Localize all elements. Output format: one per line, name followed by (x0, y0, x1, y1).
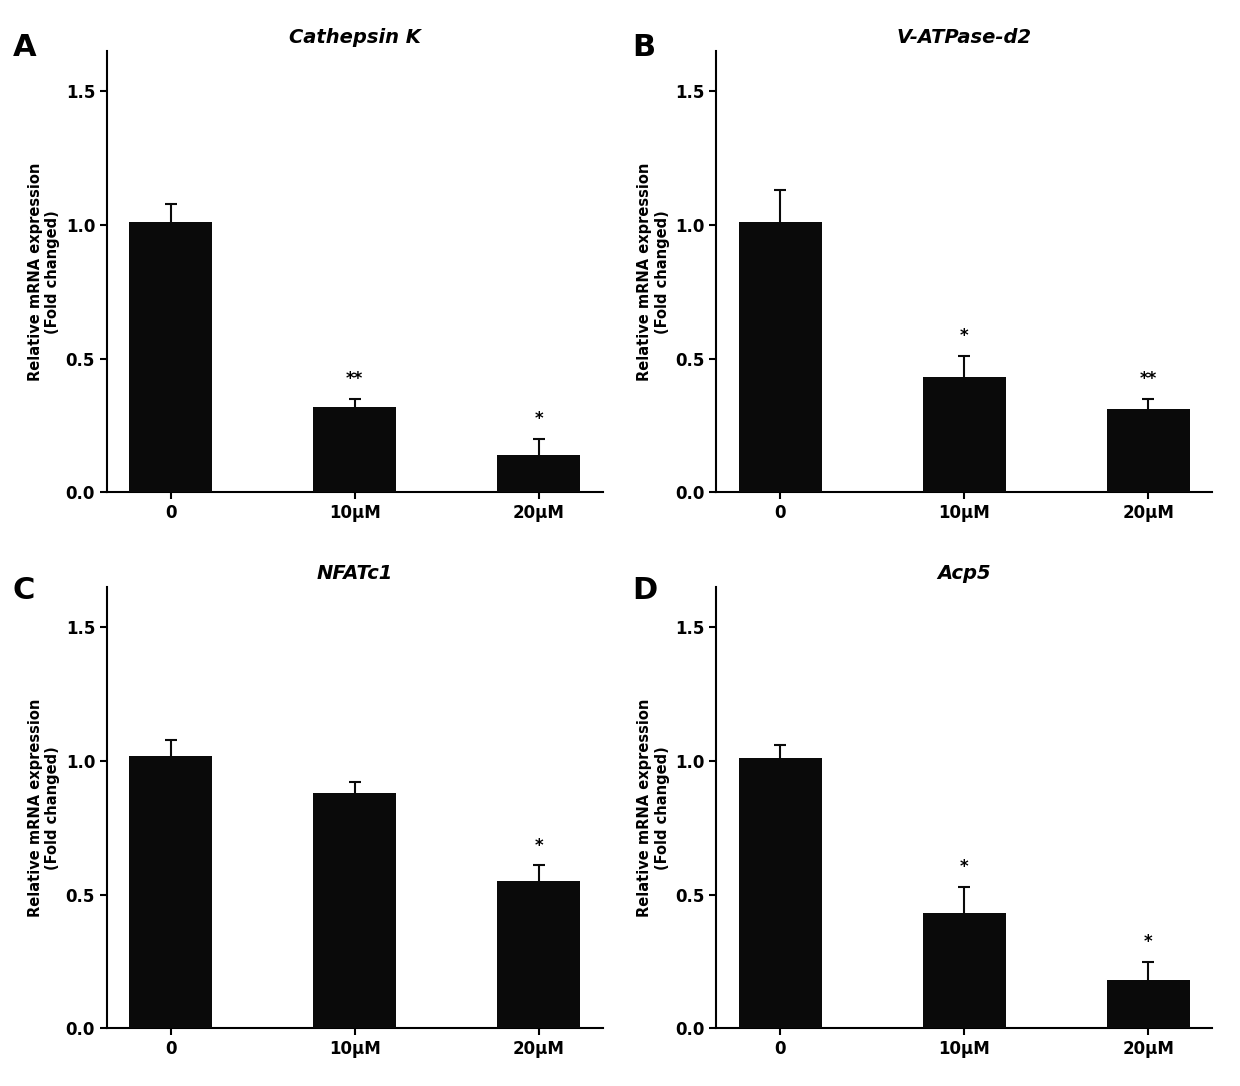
Text: C: C (12, 576, 35, 605)
Title: Acp5: Acp5 (937, 564, 991, 583)
Bar (739, 223, 822, 492)
Text: D: D (632, 576, 657, 605)
Bar (923, 377, 1006, 492)
Bar (739, 758, 822, 1028)
Bar (314, 407, 396, 492)
Bar (1107, 981, 1189, 1028)
Title: NFATc1: NFATc1 (316, 564, 393, 583)
Bar (129, 756, 212, 1028)
Title: V-ATPase-d2: V-ATPase-d2 (897, 28, 1032, 47)
Y-axis label: Relative mRNA expression
(Fold changed): Relative mRNA expression (Fold changed) (27, 698, 61, 917)
Bar (497, 455, 580, 492)
Y-axis label: Relative mRNA expression
(Fold changed): Relative mRNA expression (Fold changed) (637, 698, 670, 917)
Title: Cathepsin K: Cathepsin K (289, 28, 420, 47)
Bar (497, 882, 580, 1028)
Text: B: B (632, 33, 656, 62)
Text: *: * (960, 327, 968, 345)
Text: A: A (12, 33, 36, 62)
Y-axis label: Relative mRNA expression
(Fold changed): Relative mRNA expression (Fold changed) (27, 163, 61, 381)
Bar (1107, 409, 1189, 492)
Text: *: * (1145, 933, 1153, 951)
Text: **: ** (346, 370, 363, 388)
Text: **: ** (1140, 370, 1157, 388)
Bar (129, 223, 212, 492)
Y-axis label: Relative mRNA expression
(Fold changed): Relative mRNA expression (Fold changed) (637, 163, 670, 381)
Bar (923, 913, 1006, 1028)
Bar (314, 793, 396, 1028)
Text: *: * (534, 836, 543, 855)
Text: *: * (960, 858, 968, 876)
Text: *: * (534, 411, 543, 428)
